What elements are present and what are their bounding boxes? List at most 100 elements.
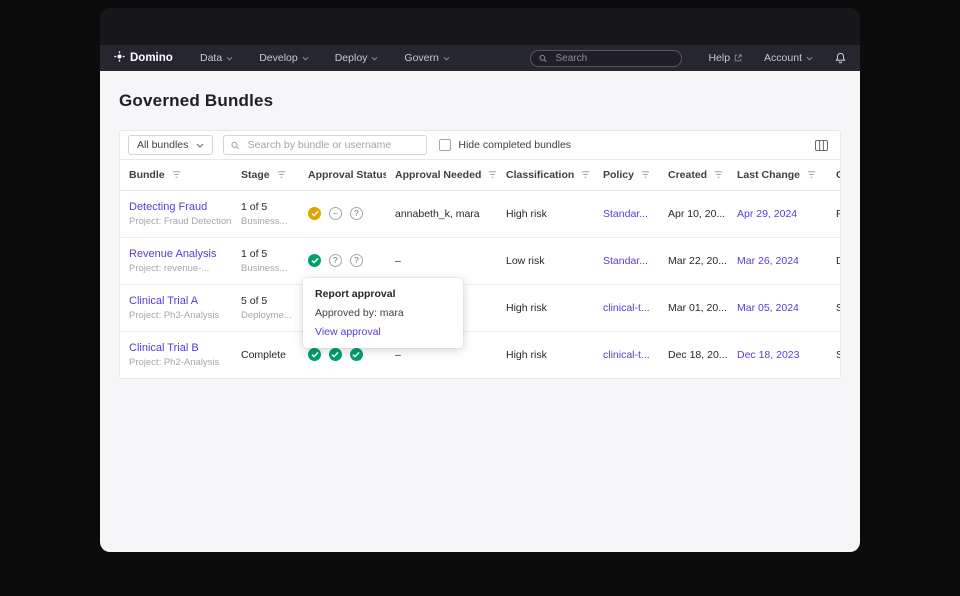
logo-text: Domino: [130, 52, 173, 64]
approval-check-yellow-icon[interactable]: [308, 207, 321, 220]
stage-value: 1 of 5: [241, 200, 268, 213]
nav-account[interactable]: Account: [764, 52, 813, 64]
col-header-created[interactable]: Created: [659, 160, 728, 191]
domino-logo-icon: [114, 51, 125, 65]
classification-value: High risk: [497, 190, 594, 238]
nav-item-data[interactable]: Data: [200, 52, 233, 64]
hide-completed-label: Hide completed bundles: [458, 139, 572, 151]
chevron-down-icon: [806, 56, 813, 61]
last-change-link[interactable]: Apr 29, 2024: [737, 207, 798, 220]
approval-popup: Report approval Approved by: mara View a…: [303, 278, 463, 348]
owner-value: Pr: [827, 190, 840, 238]
stage-value: 1 of 5: [241, 247, 268, 260]
stage-sub: Business...: [241, 262, 288, 274]
nav-item-label: Develop: [259, 52, 298, 64]
search-icon: [539, 54, 548, 62]
main-menu: Data Develop Deploy Govern: [200, 52, 450, 64]
policy-link[interactable]: Standar...: [603, 207, 648, 220]
help-label: Help: [708, 52, 731, 64]
page-title: Governed Bundles: [119, 91, 274, 110]
table-row-revenue-analysis: Revenue Analysis Project: revenue-... 1 o…: [120, 237, 840, 285]
chevron-down-icon: [371, 56, 378, 61]
app-window: Domino Data Develop Deploy Govern: [100, 8, 860, 552]
filter-icon: [807, 171, 816, 178]
nav-item-govern[interactable]: Govern: [404, 52, 450, 64]
last-change-link[interactable]: Dec 18, 2023: [737, 348, 800, 361]
chevron-down-icon: [226, 56, 233, 61]
bundle-project: Project: revenue-...: [129, 262, 210, 274]
bundles-card: All bundles Hide completed bundles: [119, 130, 841, 379]
classification-value: Low risk: [497, 237, 594, 285]
created-value: Mar 22, 20...: [659, 237, 728, 285]
nav-item-label: Govern: [404, 52, 439, 64]
chevron-down-icon: [443, 56, 450, 61]
policy-link[interactable]: Standar...: [603, 254, 648, 267]
owner-value: Di: [827, 237, 840, 285]
filter-icon: [277, 171, 285, 178]
bundle-link[interactable]: Clinical Trial A: [129, 294, 199, 307]
policy-link[interactable]: clinical-t...: [603, 348, 650, 361]
bundle-link[interactable]: Clinical Trial B: [129, 341, 199, 354]
created-value: Mar 01, 20...: [659, 284, 728, 332]
bundle-project: Project: Ph2-Analysis: [129, 356, 220, 368]
bundle-filter-value: All bundles: [137, 139, 189, 151]
notifications-bell-icon[interactable]: [835, 52, 846, 64]
bundle-search-input[interactable]: [245, 138, 420, 152]
last-change-link[interactable]: Mar 05, 2024: [737, 301, 799, 314]
col-header-last-change[interactable]: Last Change: [728, 160, 827, 191]
popup-title: Report approval: [315, 288, 396, 300]
stage-value: 5 of 5: [241, 294, 268, 307]
policy-link[interactable]: clinical-t...: [603, 301, 650, 314]
column-settings-icon[interactable]: [815, 139, 828, 151]
domino-logo[interactable]: Domino: [114, 51, 184, 65]
stage-sub: Deployme...: [241, 309, 292, 321]
bundle-link[interactable]: Revenue Analysis: [129, 247, 217, 260]
col-header-approval-needed[interactable]: Approval Needed: [386, 160, 497, 191]
filter-icon: [582, 171, 590, 178]
approval-question-circle-icon[interactable]: [349, 254, 363, 267]
col-header-owner[interactable]: Ow: [827, 160, 840, 191]
account-label: Account: [764, 52, 802, 64]
owner-value: Si: [827, 331, 840, 378]
nav-search[interactable]: [530, 49, 683, 67]
search-icon: [231, 141, 240, 149]
bundle-project: Project: Ph3-Analysis: [129, 309, 220, 321]
chevron-down-icon: [196, 143, 204, 148]
top-navbar: Domino Data Develop Deploy Govern: [100, 45, 860, 71]
last-change-link[interactable]: Mar 26, 2024: [737, 254, 799, 267]
classification-value: High risk: [497, 284, 594, 332]
bundle-filter-dropdown[interactable]: All bundles: [128, 135, 214, 155]
nav-item-label: Data: [200, 52, 223, 64]
col-header-stage[interactable]: Stage: [232, 160, 299, 191]
col-header-approval-status[interactable]: Approval Status: [299, 160, 386, 191]
filter-icon: [489, 171, 497, 178]
col-header-policy[interactable]: Policy: [594, 160, 659, 191]
approval-dash-circle-icon[interactable]: [328, 207, 342, 220]
classification-value: High risk: [506, 348, 547, 361]
filter-icon: [641, 171, 650, 178]
hide-completed-checkbox[interactable]: [439, 139, 452, 151]
approval-check-green-icon[interactable]: [308, 254, 321, 267]
stage-value: Complete: [241, 348, 286, 361]
col-header-classification[interactable]: Classification: [497, 160, 594, 191]
page-content: Governed Bundles All bundles Hide comple…: [100, 71, 860, 552]
bundle-search[interactable]: [223, 135, 428, 155]
created-value: Apr 10, 20...: [659, 190, 728, 238]
approval-question-circle-icon[interactable]: [349, 207, 363, 220]
approval-check-green-icon[interactable]: [308, 348, 321, 362]
approval-needed-value: –: [395, 348, 401, 361]
nav-help[interactable]: Help: [708, 52, 742, 64]
nav-search-input[interactable]: [553, 51, 674, 65]
approval-question-circle-icon[interactable]: [328, 254, 342, 267]
external-link-icon: [734, 54, 742, 62]
approval-check-green-icon[interactable]: [328, 348, 342, 362]
table-row-clinical-trial-a: Clinical Trial A Project: Ph3-Analysis 5 …: [120, 284, 840, 332]
nav-item-develop[interactable]: Develop: [259, 52, 309, 64]
col-header-bundle[interactable]: Bundle: [120, 160, 232, 191]
bundle-link[interactable]: Detecting Fraud: [129, 200, 208, 213]
nav-item-deploy[interactable]: Deploy: [335, 52, 379, 64]
popup-approved-by: Approved by: mara: [315, 307, 404, 319]
view-approval-link[interactable]: View approval: [315, 326, 381, 338]
approval-check-green-icon[interactable]: [349, 348, 363, 362]
